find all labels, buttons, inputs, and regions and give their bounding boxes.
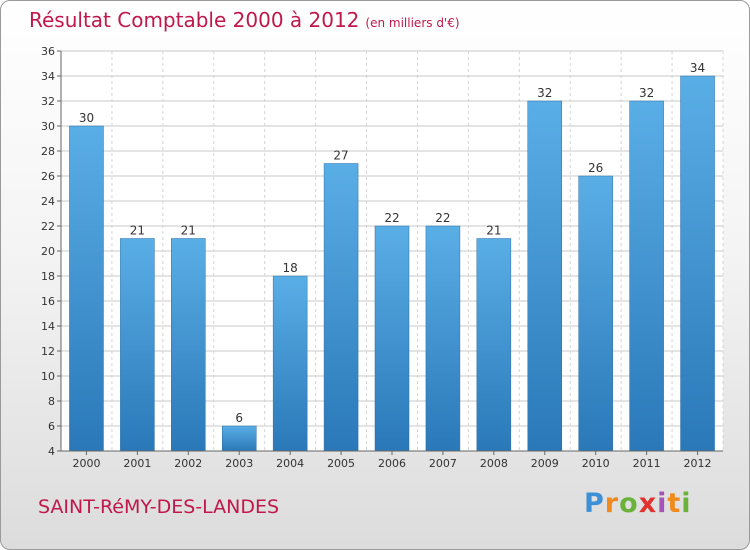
data-label: 21 — [130, 224, 145, 238]
y-tick-label: 24 — [41, 195, 55, 208]
x-tick-label: 2002 — [174, 457, 202, 470]
bar — [527, 100, 563, 452]
data-label: 30 — [79, 111, 94, 125]
bar — [323, 163, 359, 452]
bar — [69, 125, 104, 452]
bars — [69, 75, 715, 452]
x-tick-label: 2009 — [531, 457, 559, 470]
y-tick-label: 36 — [41, 45, 55, 58]
chart-subtitle: (en milliers d'€) — [365, 16, 460, 30]
x-tick-label: 2003 — [225, 457, 253, 470]
y-tick-label: 18 — [41, 270, 55, 283]
x-tick-label: 2008 — [480, 457, 508, 470]
axes: 4 6 8 10 12 14 16 18 20 22 24 26 28 30 32 34 36 2000 2001 2… — [41, 45, 723, 470]
y-tick-label: 30 — [41, 120, 55, 133]
y-tick-label: 6 — [48, 420, 55, 433]
bar — [171, 238, 206, 452]
bar — [680, 75, 715, 452]
bar — [272, 275, 308, 452]
x-tick-label: 2006 — [378, 457, 406, 470]
y-tick-label: 14 — [41, 320, 55, 333]
x-tick-label: 2001 — [123, 457, 151, 470]
data-label: 27 — [333, 149, 348, 163]
y-tick-label: 28 — [41, 145, 55, 158]
proxiti-logo: Proxiti — [584, 488, 692, 519]
x-tick-label: 2007 — [429, 457, 457, 470]
y-tick-label: 10 — [41, 370, 55, 383]
y-tick-label: 12 — [41, 345, 55, 358]
data-label: 32 — [537, 86, 552, 100]
chart-title: Résultat Comptable 2000 à 2012 (en millie… — [29, 8, 460, 32]
x-tick-label: 2010 — [582, 457, 610, 470]
x-tick-label: 2005 — [327, 457, 355, 470]
title-text: Résultat Comptable 2000 à 2012 — [29, 8, 360, 32]
data-label: 22 — [435, 211, 450, 225]
data-label: 26 — [588, 161, 603, 175]
data-label: 21 — [181, 224, 196, 238]
bar — [629, 100, 664, 452]
y-tick-label: 22 — [41, 220, 55, 233]
y-tick-label: 34 — [41, 70, 55, 83]
commune-name: SAINT-RéMY-DES-LANDES — [38, 496, 280, 518]
y-tick-label: 26 — [41, 170, 55, 183]
x-tick-label: 2011 — [633, 457, 661, 470]
y-tick-label: 20 — [41, 245, 55, 258]
bar — [221, 425, 257, 452]
data-label: 18 — [283, 261, 298, 275]
y-tick-label: 8 — [48, 395, 55, 408]
x-tick-label: 2012 — [684, 457, 712, 470]
data-label: 6 — [235, 411, 243, 425]
x-tick-label: 2004 — [276, 457, 304, 470]
x-tick-label: 2000 — [72, 457, 100, 470]
y-tick-label: 4 — [48, 445, 55, 458]
data-label: 32 — [639, 86, 654, 100]
y-tick-label: 16 — [41, 295, 55, 308]
bar — [120, 238, 155, 452]
bar — [476, 238, 512, 452]
data-label: 21 — [486, 224, 501, 238]
data-label: 34 — [690, 61, 705, 75]
y-tick-label: 32 — [41, 95, 55, 108]
bar — [425, 225, 461, 452]
bar — [578, 175, 613, 452]
data-labels: 30 21 21 6 18 27 22 22 21 32 26 32 34 — [79, 61, 705, 425]
bar — [374, 225, 410, 452]
data-label: 22 — [384, 211, 399, 225]
